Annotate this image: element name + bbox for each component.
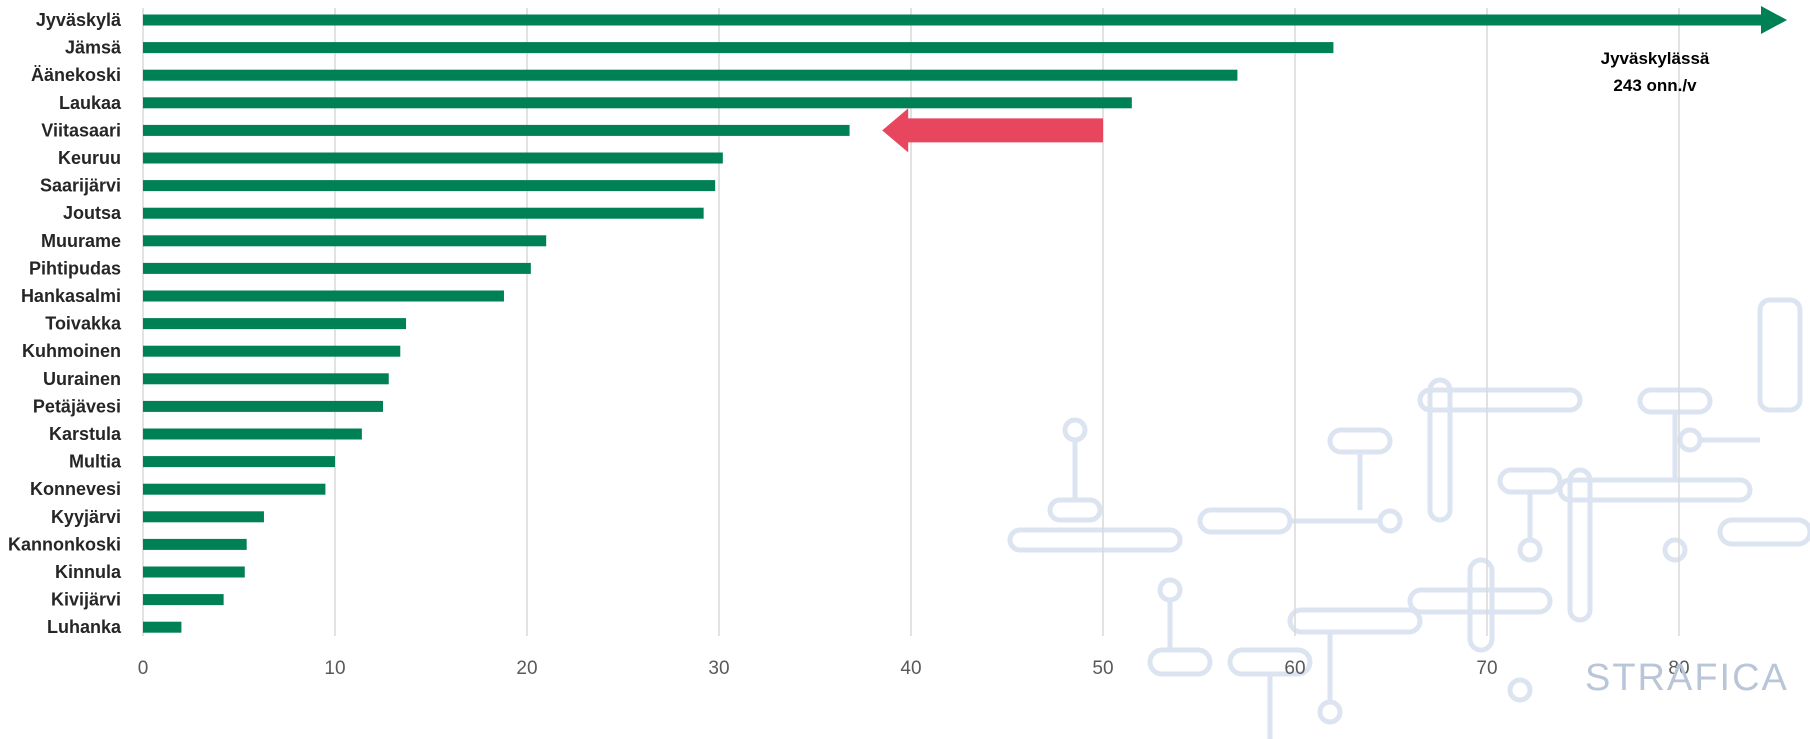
category-label: Kuhmoinen: [22, 341, 121, 361]
x-tick-labels: 0 10 20 30 40 50 60 70 80: [138, 658, 1690, 679]
x-tick-label: 80: [1668, 658, 1689, 679]
category-label: Pihtipudas: [29, 258, 121, 278]
bar-9: [143, 262, 531, 274]
x-tick-label: 40: [900, 658, 921, 679]
category-label: Petäjävesi: [33, 396, 121, 416]
bar-11: [143, 318, 407, 330]
bar-6: [143, 180, 716, 192]
category-label: Jyväskylä: [36, 10, 122, 30]
category-label: Kyyjärvi: [51, 507, 121, 527]
bar-overflow-arrowhead: [1761, 6, 1787, 34]
category-label: Toivakka: [45, 314, 122, 334]
annotations: [882, 108, 1103, 153]
category-label: Äänekoski: [31, 65, 121, 85]
x-tick-label: 60: [1284, 658, 1305, 679]
category-label: Saarijärvi: [40, 176, 121, 196]
bar-15: [143, 428, 362, 440]
category-label: Joutsa: [63, 203, 122, 223]
x-tick-label: 50: [1092, 658, 1113, 679]
bar-7: [143, 207, 704, 219]
category-label: Keuruu: [58, 148, 121, 168]
x-tick-label: 20: [516, 658, 537, 679]
bar-5: [143, 152, 723, 164]
bar-21: [143, 594, 224, 606]
category-label: Luhanka: [47, 617, 122, 637]
category-label: Kannonkoski: [8, 534, 121, 554]
category-label: Jämsä: [65, 38, 122, 58]
x-tick-label: 10: [324, 658, 345, 679]
bar-18: [143, 511, 264, 523]
category-labels: Jyväskylä Jämsä Äänekoski Laukaa Viitasaari K…: [8, 10, 122, 637]
bar-17: [143, 483, 326, 495]
bar-1: [143, 42, 1334, 54]
category-label: Karstula: [49, 424, 122, 444]
bar-0: [143, 14, 1765, 26]
category-label: Kivijärvi: [51, 590, 121, 610]
bar-19: [143, 538, 247, 550]
bar-3: [143, 97, 1132, 109]
bar-16: [143, 456, 335, 468]
category-label: Laukaa: [59, 93, 122, 113]
x-tick-label: 70: [1476, 658, 1497, 679]
bar-14: [143, 400, 383, 412]
category-label: Hankasalmi: [21, 286, 121, 306]
annotation-line2: 243 onn./v: [1613, 76, 1697, 95]
bar-2: [143, 69, 1238, 81]
bar-4: [143, 124, 850, 136]
bar-13: [143, 373, 389, 385]
bar-10: [143, 290, 504, 302]
category-label: Kinnula: [55, 562, 122, 582]
category-label: Konnevesi: [30, 479, 121, 499]
gridlines: [142, 8, 1680, 636]
bar-12: [143, 345, 401, 357]
highlight-arrow: [882, 108, 1103, 153]
category-label: Uurainen: [43, 369, 121, 389]
bar-20: [143, 566, 245, 578]
x-tick-label: 0: [138, 658, 149, 679]
category-label: Muurame: [41, 231, 121, 251]
watermark-pattern: [1007, 297, 1810, 739]
bar-22: [143, 621, 182, 633]
category-label: Multia: [69, 452, 122, 472]
annotation-line1: Jyväskylässä: [1601, 49, 1710, 68]
category-label: Viitasaari: [41, 120, 121, 140]
x-tick-label: 30: [708, 658, 729, 679]
bars: [143, 6, 1787, 633]
bar-8: [143, 235, 547, 247]
watermark-logo: STRAFICA: [1585, 657, 1789, 699]
